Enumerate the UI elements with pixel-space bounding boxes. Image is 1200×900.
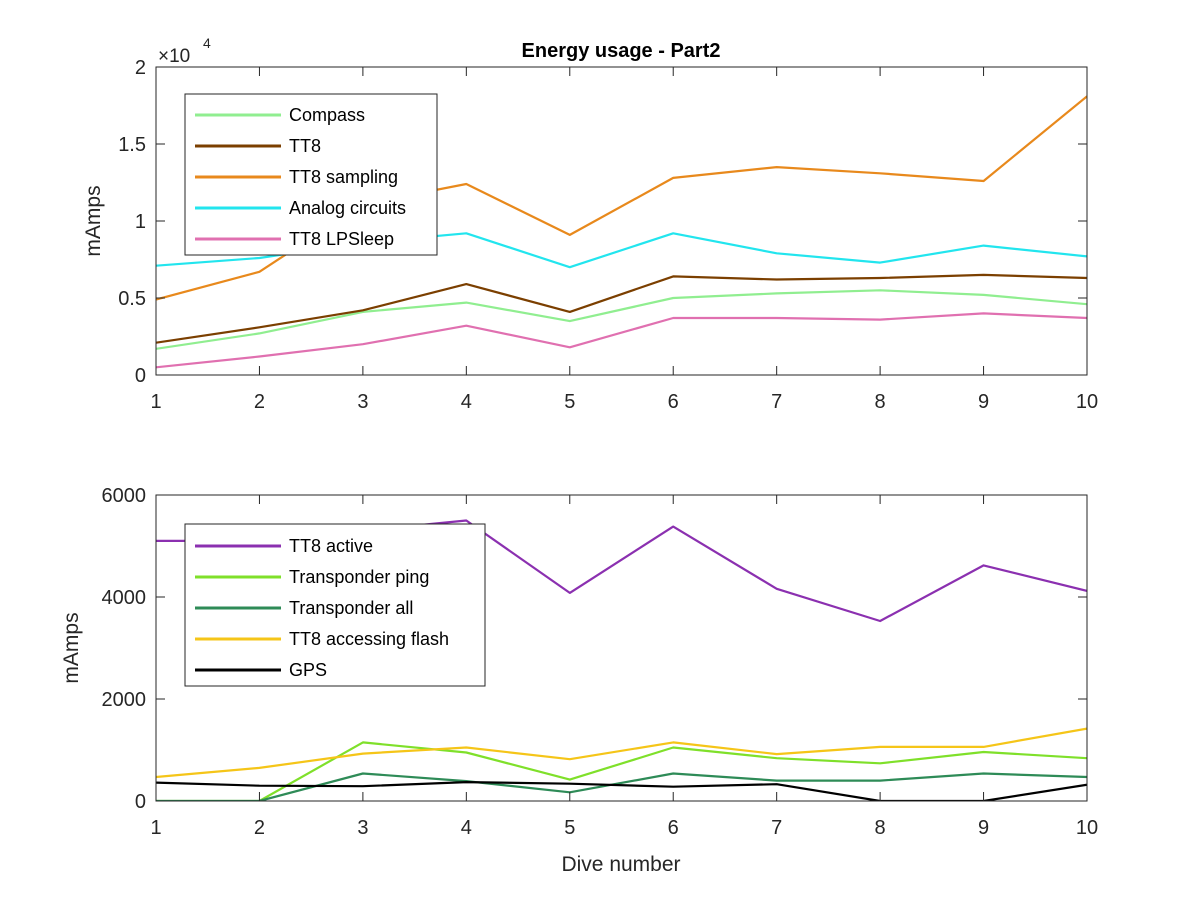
top-chart-legend-label: TT8 sampling <box>289 167 398 187</box>
bottom-chart-x-tick-label: 3 <box>357 817 368 839</box>
top-chart-y-tick-label: 1.5 <box>118 134 146 156</box>
top-chart-title: Energy usage - Part2 <box>522 40 721 62</box>
bottom-chart-x-tick-label: 10 <box>1076 817 1098 839</box>
top-chart-x-tick-label: 1 <box>150 391 161 413</box>
top-chart-y-tick-label: 2 <box>135 57 146 79</box>
top-chart-legend-label: Compass <box>289 105 365 125</box>
bottom-chart-x-tick-label: 9 <box>978 817 989 839</box>
top-chart-exponent: ×10 4 <box>158 35 211 67</box>
top-chart-x-tick-label: 10 <box>1076 391 1098 413</box>
top-chart-legend-label: Analog circuits <box>289 198 406 218</box>
top-chart-y-tick-label: 0.5 <box>118 288 146 310</box>
top-chart: Energy usage - Part2 ×10 4 mAmps 1 2 3 4 5 6 7… <box>82 35 1098 413</box>
top-chart-plot-area: 1 2 3 4 5 6 7 8 9 10 0 0.5 1 1.5 2 Compass TT8 TT8 sampli… <box>118 57 1098 413</box>
bottom-chart-legend-box <box>184 523 486 687</box>
bottom-chart-legend-label: Transponder ping <box>289 567 429 587</box>
bottom-chart-x-tick-label: 8 <box>875 817 886 839</box>
bottom-chart-x-tick-label: 4 <box>461 817 472 839</box>
bottom-chart-x-tick-label: 1 <box>150 817 161 839</box>
bottom-chart-plot-area: 1 2 3 4 5 6 7 8 9 10 0 2000 4000 6000 TT8 active Transp… <box>102 485 1099 839</box>
bottom-chart-series-line-2 <box>156 772 1087 801</box>
top-chart-x-tick-label: 9 <box>978 391 989 413</box>
top-chart-legend-box <box>184 93 438 256</box>
bottom-chart-y-tick-label: 0 <box>135 791 146 813</box>
top-chart-x-tick-label: 7 <box>771 391 782 413</box>
top-chart-x-tick-label: 8 <box>875 391 886 413</box>
bottom-chart-series-line-1 <box>156 741 1087 801</box>
bottom-chart-y-tick-label: 4000 <box>102 587 147 609</box>
top-chart-legend: Compass TT8 TT8 sampling Analog circuits TT8… <box>184 93 438 256</box>
top-chart-y-tick-label: 1 <box>135 211 146 233</box>
top-chart-y-axis-label: mAmps <box>82 185 105 256</box>
bottom-chart-y-tick-label: 6000 <box>102 485 147 507</box>
bottom-chart-series-line-4 <box>156 780 1087 801</box>
bottom-chart-legend-label: GPS <box>289 660 327 680</box>
top-chart-legend-label: TT8 <box>289 136 321 156</box>
bottom-chart-legend-label: Transponder all <box>289 598 413 618</box>
top-chart-series-line-0 <box>156 289 1087 350</box>
top-chart-x-tick-label: 5 <box>564 391 575 413</box>
bottom-chart-legend: TT8 active Transponder ping Transponder al… <box>184 523 486 687</box>
top-chart-series-line-1 <box>156 273 1087 344</box>
bottom-chart-x-axis-label: Dive number <box>561 853 680 876</box>
bottom-chart-y-axis-label: mAmps <box>60 612 83 683</box>
bottom-chart-axes-box <box>155 494 1088 802</box>
top-chart-exponent-power: 4 <box>203 35 211 51</box>
bottom-chart-series-line-3 <box>156 727 1087 779</box>
bottom-chart: mAmps Dive number 1 2 3 4 5 6 7 8 9 10 0 2000 4000 60… <box>60 485 1098 876</box>
top-chart-series-line-4 <box>156 312 1087 369</box>
bottom-chart-x-tick-label: 2 <box>254 817 265 839</box>
top-chart-legend-label: TT8 LPSleep <box>289 229 394 249</box>
bottom-chart-y-tick-label: 2000 <box>102 689 147 711</box>
top-chart-exponent-base: ×10 <box>158 46 190 67</box>
bottom-chart-legend-label: TT8 active <box>289 536 373 556</box>
top-chart-x-tick-label: 6 <box>668 391 679 413</box>
bottom-chart-legend-label: TT8 accessing flash <box>289 629 449 649</box>
top-chart-x-tick-label: 2 <box>254 391 265 413</box>
top-chart-y-tick-label: 0 <box>135 365 146 387</box>
bottom-chart-x-tick-label: 7 <box>771 817 782 839</box>
bottom-chart-x-tick-label: 5 <box>564 817 575 839</box>
bottom-chart-x-tick-label: 6 <box>668 817 679 839</box>
top-chart-x-tick-label: 4 <box>461 391 472 413</box>
top-chart-x-tick-label: 3 <box>357 391 368 413</box>
